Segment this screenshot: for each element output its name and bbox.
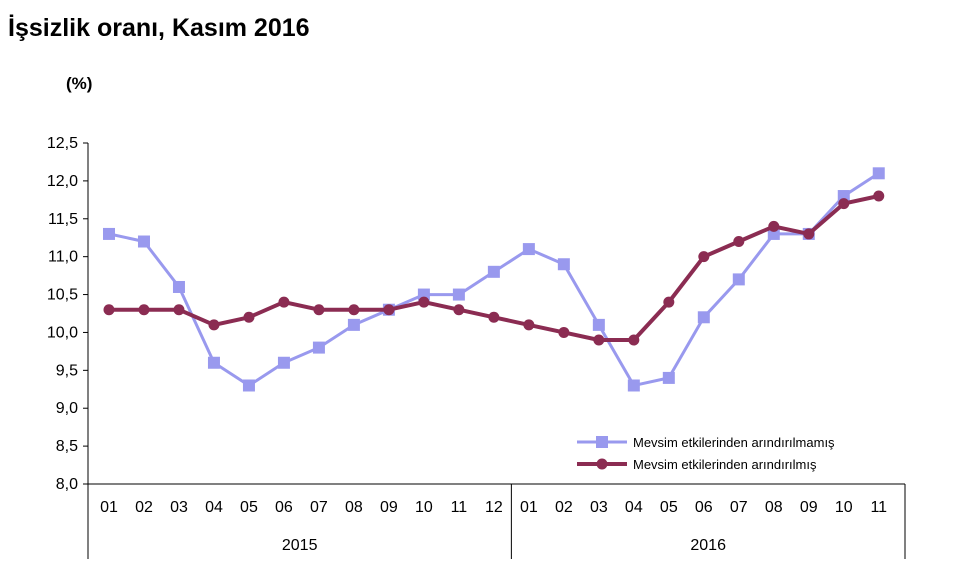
y-tick-label: 11,5 bbox=[48, 211, 78, 228]
data-point-square bbox=[102, 227, 115, 240]
y-tick-label: 8,5 bbox=[56, 438, 78, 455]
data-point-circle bbox=[663, 296, 675, 308]
x-tick-label: 06 bbox=[275, 499, 293, 516]
year-labels: 2015 2016 bbox=[282, 537, 726, 554]
legend-marker bbox=[596, 458, 608, 470]
data-point-square bbox=[137, 235, 150, 248]
data-point-circle bbox=[208, 319, 220, 331]
data-point-circle bbox=[558, 326, 570, 338]
data-point-circle bbox=[488, 311, 500, 323]
data-point-circle bbox=[803, 228, 815, 240]
data-point-square bbox=[347, 318, 360, 331]
data-point-circle bbox=[453, 304, 465, 316]
data-point-circle bbox=[243, 311, 255, 323]
data-point-circle bbox=[138, 304, 150, 316]
y-tick-label: 10,5 bbox=[47, 287, 78, 304]
data-point-circle bbox=[348, 304, 360, 316]
data-point-circle bbox=[838, 198, 850, 210]
data-point-circle bbox=[418, 296, 430, 308]
data-point-square bbox=[452, 288, 465, 301]
x-tick-label: 05 bbox=[660, 499, 678, 516]
x-tick-label: 12 bbox=[485, 499, 503, 516]
x-tick-label: 06 bbox=[695, 499, 713, 516]
x-tick-label: 02 bbox=[555, 499, 573, 516]
y-tick-label: 9,5 bbox=[56, 362, 78, 379]
data-point-circle bbox=[383, 304, 395, 316]
legend-label: Mevsim etkilerinden arındırılmamış bbox=[633, 435, 835, 450]
x-tick-labels: 01 02 03 04 05 06 07 08 09 10 11 12 01 02 03 04 05 06 07 08… bbox=[100, 499, 887, 516]
x-tick-label: 02 bbox=[135, 499, 153, 516]
x-tick-label: 09 bbox=[800, 499, 818, 516]
data-point-square bbox=[732, 273, 745, 286]
data-point-square bbox=[277, 356, 290, 369]
data-point-square bbox=[487, 265, 500, 278]
data-point-square bbox=[557, 258, 570, 271]
year-label: 2016 bbox=[690, 537, 726, 554]
x-tick-label: 11 bbox=[870, 499, 887, 516]
data-point-square bbox=[592, 318, 605, 331]
chart-title: İşsizlik oranı, Kasım 2016 bbox=[8, 14, 310, 42]
x-tick-label: 10 bbox=[415, 499, 433, 516]
x-tick-label: 04 bbox=[625, 499, 643, 516]
y-tick-label: 8,0 bbox=[56, 476, 78, 493]
legend: Mevsim etkilerinden arındırılmamış Mevsim… bbox=[577, 435, 835, 472]
x-tick-label: 11 bbox=[451, 499, 468, 516]
data-point-circle bbox=[523, 319, 535, 331]
data-point-square bbox=[207, 356, 220, 369]
y-tick-label: 12,0 bbox=[47, 173, 78, 190]
series-layer bbox=[102, 167, 885, 392]
x-tick-label: 10 bbox=[835, 499, 853, 516]
data-point-circle bbox=[698, 251, 710, 263]
chart-axes bbox=[83, 142, 906, 559]
x-tick-label: 08 bbox=[345, 499, 363, 516]
legend-marker bbox=[596, 436, 608, 448]
y-tick-label: 12,5 bbox=[47, 135, 78, 152]
year-label: 2015 bbox=[282, 537, 318, 554]
x-tick-label: 03 bbox=[590, 499, 608, 516]
y-tick-label: 11,0 bbox=[48, 249, 78, 266]
x-tick-label: 08 bbox=[765, 499, 783, 516]
data-point-circle bbox=[733, 236, 745, 248]
x-tick-label: 01 bbox=[520, 499, 538, 516]
x-tick-label: 05 bbox=[240, 499, 258, 516]
data-point-circle bbox=[278, 296, 290, 308]
data-point-square bbox=[312, 341, 325, 354]
data-point-square bbox=[627, 379, 640, 392]
data-point-circle bbox=[628, 334, 640, 346]
x-tick-label: 07 bbox=[730, 499, 748, 516]
x-tick-label: 07 bbox=[310, 499, 328, 516]
data-point-circle bbox=[103, 304, 115, 316]
data-point-circle bbox=[768, 220, 780, 232]
legend-label: Mevsim etkilerinden arındırılmış bbox=[633, 457, 817, 472]
series-line bbox=[108, 172, 880, 387]
data-point-circle bbox=[873, 190, 885, 202]
y-axis-unit-label: (%) bbox=[66, 74, 93, 93]
y-tick-labels: 8,0 8,5 9,0 9,5 10,0 10,5 11,0 11,5 12,0 12,5 bbox=[47, 135, 78, 493]
x-tick-label: 04 bbox=[205, 499, 223, 516]
data-point-circle bbox=[173, 304, 185, 316]
x-tick-label: 01 bbox=[100, 499, 118, 516]
data-point-square bbox=[522, 243, 535, 256]
data-point-square bbox=[697, 311, 710, 324]
y-tick-label: 9,0 bbox=[56, 400, 78, 417]
data-point-square bbox=[662, 371, 675, 384]
data-point-circle bbox=[313, 304, 325, 316]
data-point-square bbox=[872, 167, 885, 180]
data-point-circle bbox=[593, 334, 605, 346]
x-tick-label: 03 bbox=[170, 499, 188, 516]
data-point-square bbox=[172, 280, 185, 293]
data-point-square bbox=[242, 379, 255, 392]
y-tick-label: 10,0 bbox=[47, 324, 78, 341]
x-tick-label: 09 bbox=[380, 499, 398, 516]
